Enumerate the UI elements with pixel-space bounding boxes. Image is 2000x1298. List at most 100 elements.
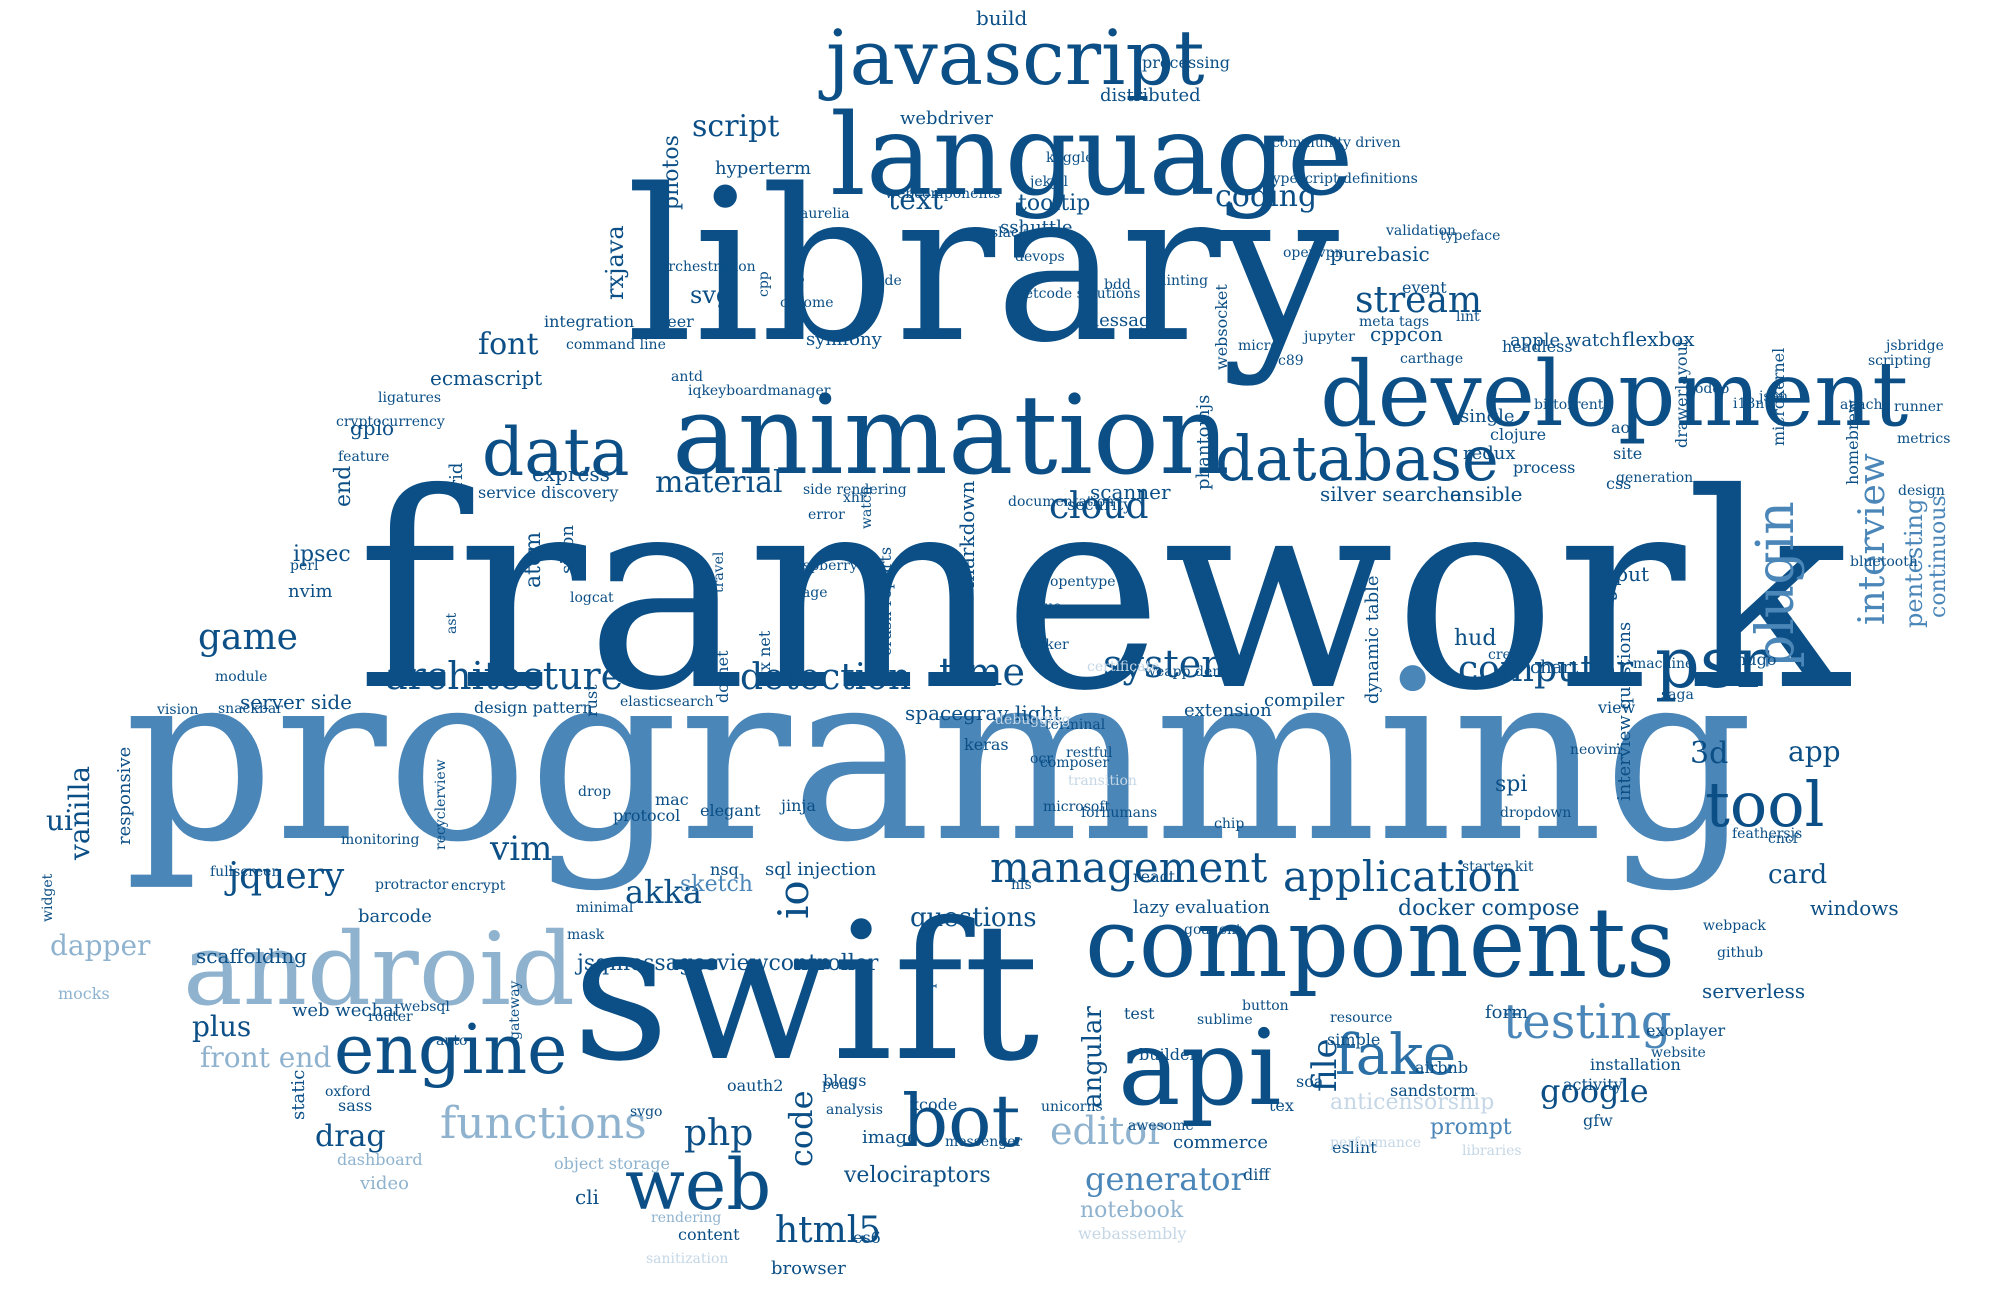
- word-cloud-word: compiler: [1264, 690, 1345, 711]
- word-cloud-word: code: [782, 1090, 820, 1167]
- word-cloud-word: phantomjs: [1193, 394, 1214, 490]
- word-cloud-word: i18n: [1733, 396, 1765, 412]
- word-cloud-word: hud: [1454, 626, 1497, 651]
- word-cloud-word: webdriver: [900, 108, 993, 129]
- word-cloud-word: transition: [1068, 773, 1137, 789]
- word-cloud-word: swift: [572, 882, 1040, 1103]
- word-cloud-word: xcode: [910, 1095, 958, 1114]
- word-cloud-word: flexbox: [1622, 327, 1695, 351]
- word-cloud-word: language: [830, 91, 1354, 221]
- word-cloud-word: goagent: [1184, 922, 1242, 938]
- word-cloud-word: cryptocurrency: [336, 414, 445, 430]
- word-cloud-word: linting: [1162, 273, 1209, 289]
- word-cloud-word: hyperterm: [715, 158, 812, 179]
- word-cloud-word: cpp: [756, 271, 772, 297]
- word-cloud-word: vision: [157, 702, 199, 718]
- word-cloud-word: kaggle: [1046, 150, 1094, 166]
- word-cloud-word: raspberry pi: [788, 558, 876, 574]
- word-cloud-word: google: [1540, 1072, 1649, 1110]
- word-cloud-word: tooltip: [1018, 191, 1091, 216]
- word-cloud-word: command line: [566, 337, 666, 353]
- word-cloud-word: ipsec: [293, 542, 351, 567]
- word-cloud-word: barcode: [358, 906, 432, 927]
- word-cloud-word: libraries: [1462, 1143, 1522, 1159]
- word-cloud-word: components: [1085, 887, 1676, 999]
- word-cloud-word: soa: [1296, 1072, 1324, 1091]
- word-cloud-word: atom: [521, 531, 546, 588]
- word-cloud-word: angular: [1078, 1006, 1108, 1108]
- word-cloud-word: material: [655, 465, 783, 500]
- word-cloud-word: jupyter: [1304, 329, 1355, 345]
- word-cloud-word: lint: [1456, 309, 1480, 325]
- word-cloud-word: php: [684, 1113, 754, 1154]
- word-cloud-word: peer: [657, 312, 694, 331]
- word-cloud-word: tips: [918, 970, 937, 1000]
- word-cloud-word: generator: [1085, 1160, 1246, 1198]
- word-cloud-word: android: [183, 911, 576, 1028]
- word-cloud-word: spi: [1495, 772, 1528, 797]
- word-cloud-word: image: [862, 1127, 918, 1148]
- word-cloud-word: questions: [910, 903, 1037, 933]
- word-cloud-word: data: [482, 414, 630, 491]
- word-cloud-word: typescript definitions: [1267, 171, 1418, 187]
- word-cloud-word: builder: [1139, 1045, 1198, 1064]
- word-cloud-word: cloud: [1049, 486, 1149, 527]
- word-cloud-word: webcomponents: [885, 186, 1001, 202]
- word-cloud-word: design pattern: [474, 698, 593, 717]
- word-cloud-word: io: [769, 880, 818, 919]
- word-cloud-word: activity: [1563, 1075, 1623, 1094]
- word-cloud-word: es6: [853, 1228, 881, 1247]
- word-cloud-word: application: [1283, 852, 1520, 901]
- word-cloud-word: devops: [1015, 249, 1065, 265]
- word-cloud-word: webassembly: [1078, 1224, 1187, 1243]
- word-cloud-word: generation: [1616, 470, 1694, 486]
- word-cloud-word: module: [215, 669, 268, 685]
- word-cloud-word: runner: [1894, 399, 1943, 415]
- word-cloud-word: docker: [1020, 637, 1069, 653]
- word-cloud-word: sanitization: [646, 1251, 729, 1267]
- word-cloud-word: jinja: [781, 796, 816, 815]
- word-cloud-word: plus: [192, 1010, 252, 1043]
- word-cloud-word: aurelia: [800, 206, 850, 222]
- word-cloud-word: css: [1606, 474, 1632, 493]
- word-cloud-word: unicorns: [1041, 1099, 1103, 1115]
- word-cloud-word: coding: [1215, 179, 1318, 214]
- word-cloud-word: engine: [334, 1011, 568, 1090]
- word-cloud-word: micro: [1238, 338, 1279, 354]
- word-cloud-word: validation: [1386, 223, 1457, 239]
- word-cloud-word: markdown: [955, 480, 979, 588]
- word-cloud-word: page: [793, 585, 828, 601]
- word-cloud-word: jruby: [789, 243, 805, 280]
- word-cloud-word: jsqmessagesviewcontroller: [577, 951, 879, 976]
- word-cloud-word: site: [1613, 444, 1643, 463]
- word-cloud-word: cli: [575, 1185, 599, 1209]
- word-cloud-word: script: [692, 109, 780, 144]
- word-cloud-word: ast: [444, 612, 460, 634]
- word-cloud-word: carthage: [1400, 351, 1464, 367]
- word-cloud-word: scripting: [1868, 353, 1932, 369]
- word-cloud-word: cncf: [1768, 831, 1798, 847]
- word-cloud-word: dynamic table: [1362, 575, 1383, 704]
- word-cloud-word: terminal: [1045, 717, 1106, 733]
- word-cloud-word: widget: [40, 873, 56, 922]
- word-cloud-word: scaffolding: [196, 944, 307, 968]
- word-cloud-word: jquery: [228, 856, 345, 897]
- word-cloud-word: api: [1118, 1007, 1282, 1129]
- word-cloud-word: performance: [1330, 1135, 1422, 1151]
- word-cloud-word: installation: [1590, 1055, 1681, 1074]
- word-cloud-word: ansible: [1450, 482, 1523, 506]
- word-cloud-word: bluetooth: [1850, 554, 1918, 570]
- word-cloud-word: processing: [1142, 53, 1231, 72]
- word-cloud-word: editor: [1050, 1109, 1166, 1153]
- word-cloud-word: dotnet: [713, 650, 732, 703]
- word-cloud-word: message: [1082, 310, 1162, 331]
- word-cloud-word: react: [1133, 867, 1176, 886]
- word-cloud-word: perl: [290, 558, 319, 574]
- word-cloud-word: leetcode solutions: [1012, 286, 1141, 302]
- word-cloud-word: mac: [655, 790, 689, 809]
- word-cloud-word: rxjava: [601, 225, 629, 300]
- word-cloud-word: ui: [46, 804, 73, 837]
- word-cloud-word: chrome: [780, 295, 834, 311]
- word-cloud-word: testing: [1503, 994, 1672, 1050]
- word-cloud-word: forhumans: [1081, 805, 1158, 821]
